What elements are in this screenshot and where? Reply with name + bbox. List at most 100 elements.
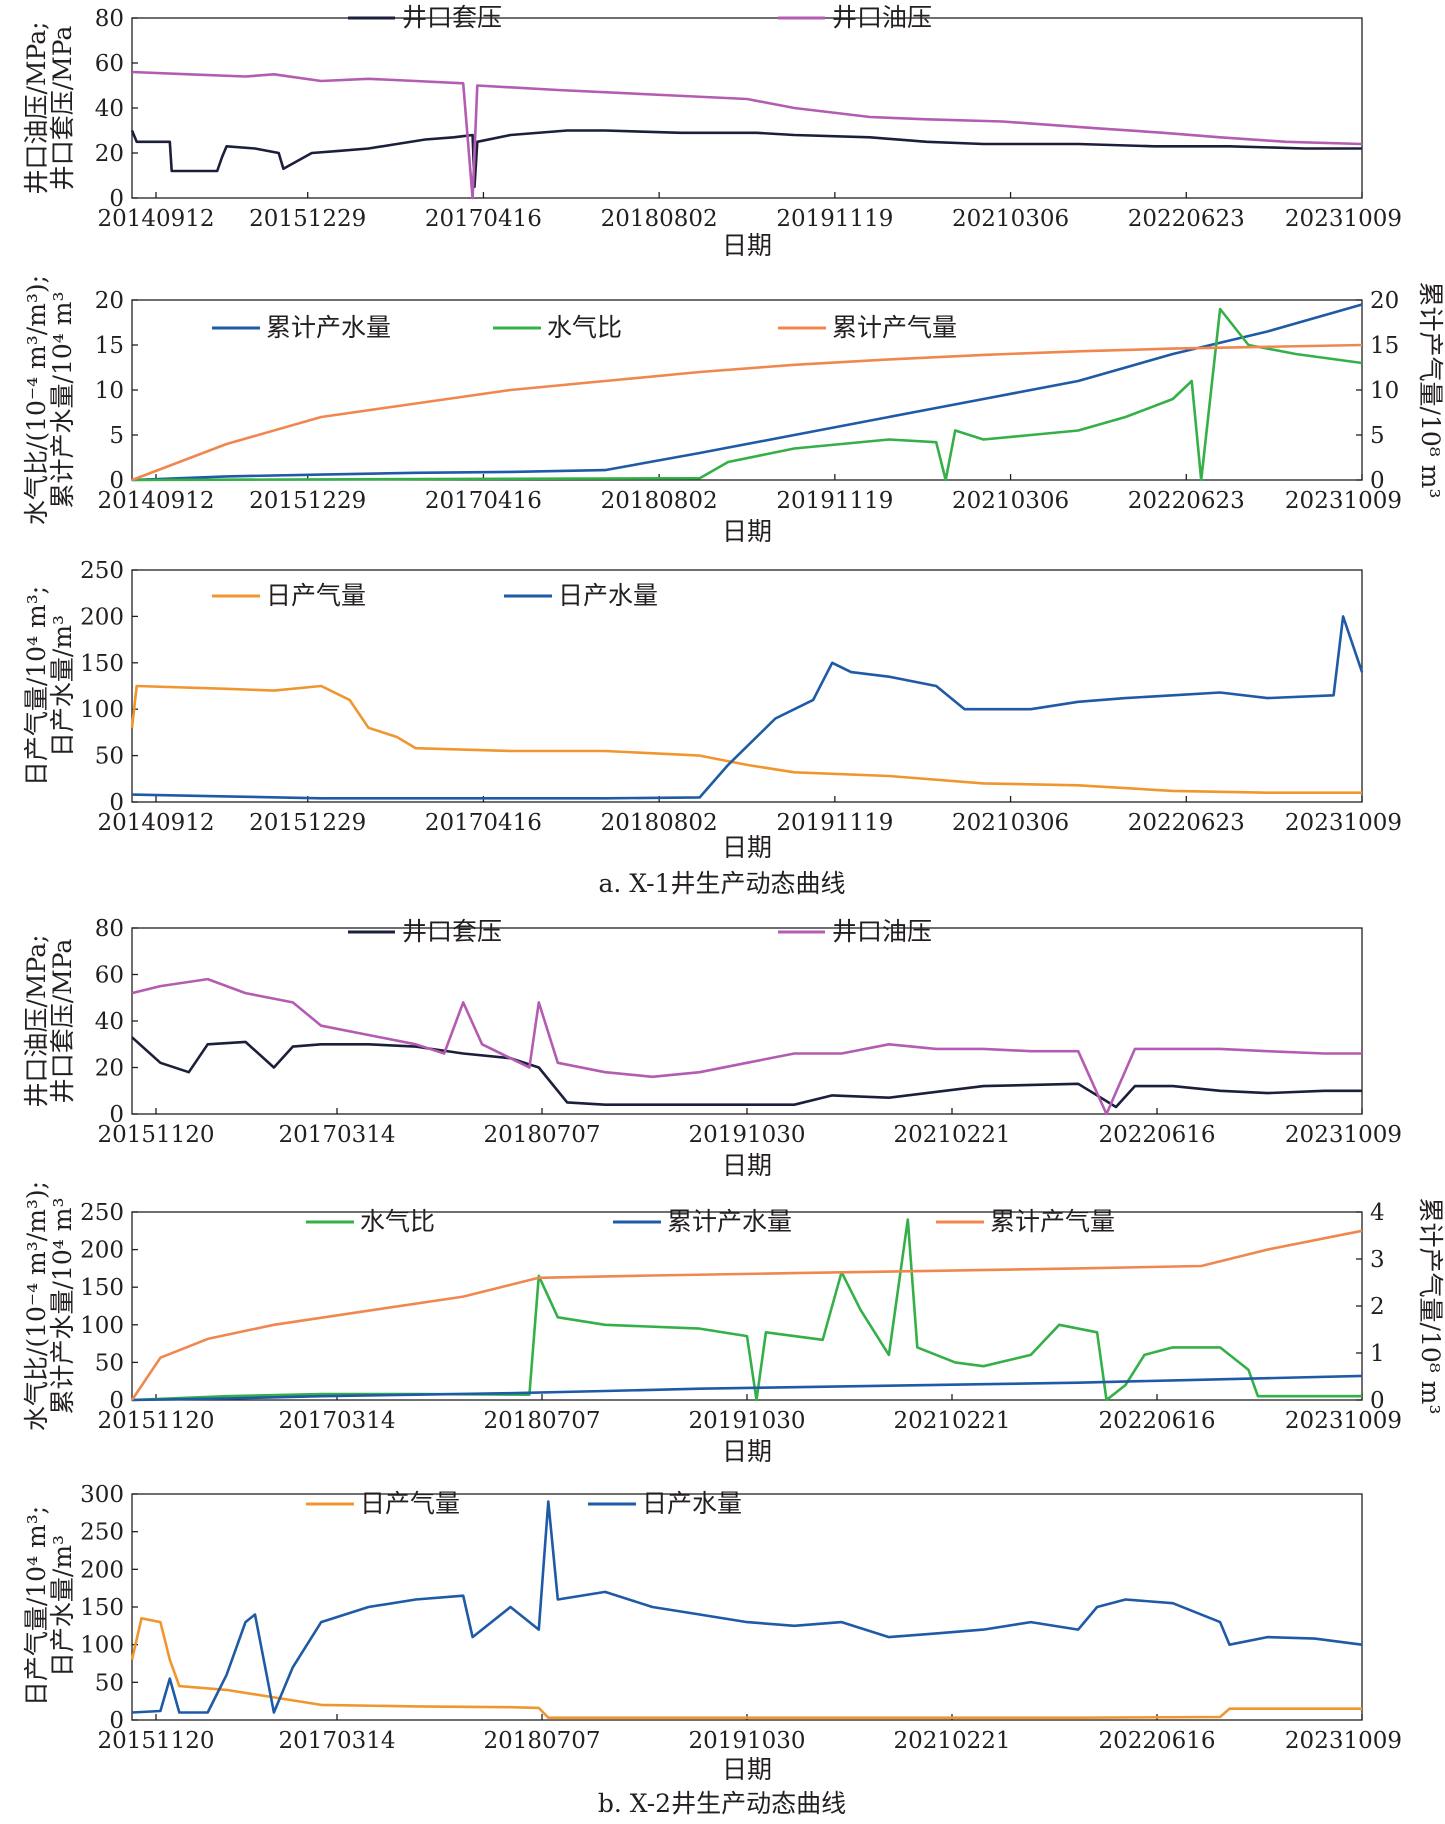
y-tick-label: 250 bbox=[80, 1200, 124, 1226]
x1-pressure-y-ticks: 0 20 40 60 80 bbox=[95, 6, 138, 212]
x-tick-label: 20210221 bbox=[893, 1728, 1010, 1754]
x2-pressure-x-ticks: 20151120 20170314 20180707 20191030 20210221… bbox=[97, 1108, 1402, 1148]
x2-cumulative-ylabel-2: 累计产水量/10⁴ m³ bbox=[48, 1198, 77, 1415]
x-tick-label: 20191119 bbox=[776, 206, 893, 232]
x2-cumulative-ylabel-right: 累计产气量/10⁸ m³ bbox=[1416, 1198, 1445, 1415]
x-tick-label: 20231009 bbox=[1285, 1728, 1402, 1754]
x-tick-label: 20170416 bbox=[425, 206, 542, 232]
x-tick-label: 20220623 bbox=[1128, 810, 1245, 836]
x-tick-label: 20220616 bbox=[1098, 1728, 1215, 1754]
y-tick-label: 100 bbox=[80, 1313, 124, 1339]
x1-daily-x-ticks: 20140912 20151229 20170416 20180802 20191119… bbox=[97, 796, 1402, 836]
x-tick-label: 20151120 bbox=[97, 1408, 214, 1434]
x1-cumulative-ylabel-1: 水气比/(10⁻⁴ m³/m³); bbox=[22, 275, 51, 525]
x2-pressure-y-ticks: 0 20 40 60 80 bbox=[95, 916, 138, 1128]
x-tick-label: 20210221 bbox=[893, 1122, 1010, 1148]
x-tick-label: 20210306 bbox=[952, 810, 1069, 836]
x1-pressure-frame bbox=[131, 17, 1363, 199]
x-tick-label: 20231009 bbox=[1285, 206, 1402, 232]
x-tick-label: 20140912 bbox=[97, 206, 214, 232]
y-tick-label: 0 bbox=[109, 186, 124, 212]
x-tick-label: 20151120 bbox=[97, 1728, 214, 1754]
x2-daily-y-ticks: 0 50 100 150 200 250 300 bbox=[80, 1482, 138, 1734]
y-tick-label: 40 bbox=[95, 1009, 124, 1035]
x-tick-label: 20180707 bbox=[483, 1728, 600, 1754]
x-tick-label: 20170314 bbox=[278, 1122, 395, 1148]
series-line-daily-gas bbox=[130, 684, 1362, 795]
y-tick-label: 20 bbox=[95, 288, 124, 314]
x1-legend-casing: 井口套压 bbox=[402, 3, 502, 32]
x2-legend-casing: 井口套压 bbox=[402, 917, 502, 946]
series-line-tubing bbox=[131, 70, 1363, 200]
x-tick-label: 20220616 bbox=[1098, 1408, 1215, 1434]
caption-x1: a. X-1井生产动态曲线 bbox=[598, 869, 845, 898]
y2-tick-label: 0 bbox=[1370, 468, 1385, 494]
x2-daily-frame bbox=[131, 1493, 1363, 1721]
x-tick-label: 20191030 bbox=[688, 1408, 805, 1434]
y-tick-label: 80 bbox=[95, 6, 124, 32]
y2-tick-label: 20 bbox=[1370, 288, 1399, 314]
x1-legend-cumgas: 累计产气量 bbox=[832, 313, 957, 342]
x-tick-label: 20191030 bbox=[688, 1122, 805, 1148]
x-tick-label: 20210221 bbox=[893, 1408, 1010, 1434]
x-tick-label: 20151229 bbox=[249, 488, 366, 514]
x1-legend-wgr: 水气比 bbox=[547, 313, 622, 342]
x2-daily-x-ticks: 20151120 20170314 20180707 20191030 20210221… bbox=[97, 1714, 1402, 1754]
x2-daily-ylabel-1: 日产气量/10⁴ m³; bbox=[22, 1506, 51, 1706]
y2-tick-label: 2 bbox=[1370, 1294, 1385, 1320]
x1-daily-xlabel: 日期 bbox=[722, 833, 772, 862]
series-line-casing bbox=[130, 129, 1362, 189]
y-tick-label: 250 bbox=[80, 558, 124, 584]
x2-pressure-panel: 0 20 40 60 80 20151120 20170314 20180707 201910… bbox=[22, 916, 1402, 1180]
x1-cumulative-ylabel-right: 累计产气量/10⁸ m³ bbox=[1416, 282, 1445, 499]
x-tick-label: 20170314 bbox=[278, 1728, 395, 1754]
x1-cumulative-series bbox=[131, 303, 1363, 482]
y-tick-label: 15 bbox=[95, 333, 124, 359]
x2-cumulative-series bbox=[130, 1218, 1363, 1402]
x1-cumulative-y-ticks: 0 5 10 15 20 bbox=[95, 288, 138, 494]
x-tick-label: 20231009 bbox=[1285, 488, 1402, 514]
y-tick-label: 200 bbox=[80, 604, 124, 630]
y-tick-label: 200 bbox=[80, 1557, 124, 1583]
x1-cumulative-panel: 0 5 10 15 20 0 5 10 15 20 20140912 20151229 201704… bbox=[22, 275, 1445, 546]
x2-legend-dailywater: 日产水量 bbox=[642, 1489, 742, 1518]
x2-legend-cumgas: 累计产气量 bbox=[990, 1207, 1115, 1236]
x1-pressure-panel: 0 20 40 60 80 20140912 20151229 20170416 201808… bbox=[22, 3, 1402, 260]
x1-pressure-series bbox=[130, 70, 1363, 200]
x-tick-label: 20180707 bbox=[483, 1408, 600, 1434]
x-tick-label: 20180802 bbox=[601, 206, 718, 232]
y2-tick-label: 5 bbox=[1370, 423, 1385, 449]
y-tick-label: 10 bbox=[95, 378, 124, 404]
x-tick-label: 20220616 bbox=[1098, 1122, 1215, 1148]
x1-pressure-ylabel-1: 井口油压/MPa; bbox=[22, 21, 51, 194]
x-tick-label: 20151229 bbox=[249, 810, 366, 836]
x1-daily-series bbox=[130, 615, 1364, 800]
x-tick-label: 20191030 bbox=[688, 1728, 805, 1754]
x2-daily-series bbox=[130, 1500, 1363, 1719]
x2-daily-xlabel: 日期 bbox=[722, 1755, 772, 1784]
x1-daily-panel: 0 50 100 150 200 250 20140912 20151229 20170416… bbox=[22, 558, 1402, 862]
x-tick-label: 20220623 bbox=[1128, 488, 1245, 514]
series-line-casing bbox=[131, 1036, 1362, 1109]
y-tick-label: 150 bbox=[80, 651, 124, 677]
series-line-tubing bbox=[131, 977, 1362, 1116]
y-tick-label: 250 bbox=[80, 1520, 124, 1546]
x1-legend-cumwater: 累计产水量 bbox=[266, 313, 391, 342]
x1-pressure-ylabel-2: 井口套压/MPa bbox=[48, 26, 77, 191]
y-tick-label: 150 bbox=[80, 1275, 124, 1301]
x1-daily-frame bbox=[131, 569, 1363, 803]
y-tick-label: 50 bbox=[95, 744, 124, 770]
x-tick-label: 20151229 bbox=[249, 206, 366, 232]
x2-legend-wgr: 水气比 bbox=[360, 1207, 435, 1236]
series-line-cum-water bbox=[131, 1374, 1363, 1402]
y2-tick-label: 4 bbox=[1370, 1200, 1385, 1226]
series-line-daily-water bbox=[131, 1500, 1363, 1714]
x-tick-label: 20170416 bbox=[425, 488, 542, 514]
x2-cumulative-xlabel: 日期 bbox=[722, 1437, 772, 1466]
x1-cumulative-ylabel-2: 累计产水量/10⁴ m³ bbox=[48, 292, 77, 509]
y-tick-label: 150 bbox=[80, 1595, 124, 1621]
x-tick-label: 20191119 bbox=[776, 810, 893, 836]
x2-legend-tubing: 井口油压 bbox=[832, 917, 932, 946]
x1-pressure-x-ticks: 20140912 20151229 20170416 20180802 20191119… bbox=[97, 192, 1402, 232]
y-tick-label: 50 bbox=[95, 1350, 124, 1376]
